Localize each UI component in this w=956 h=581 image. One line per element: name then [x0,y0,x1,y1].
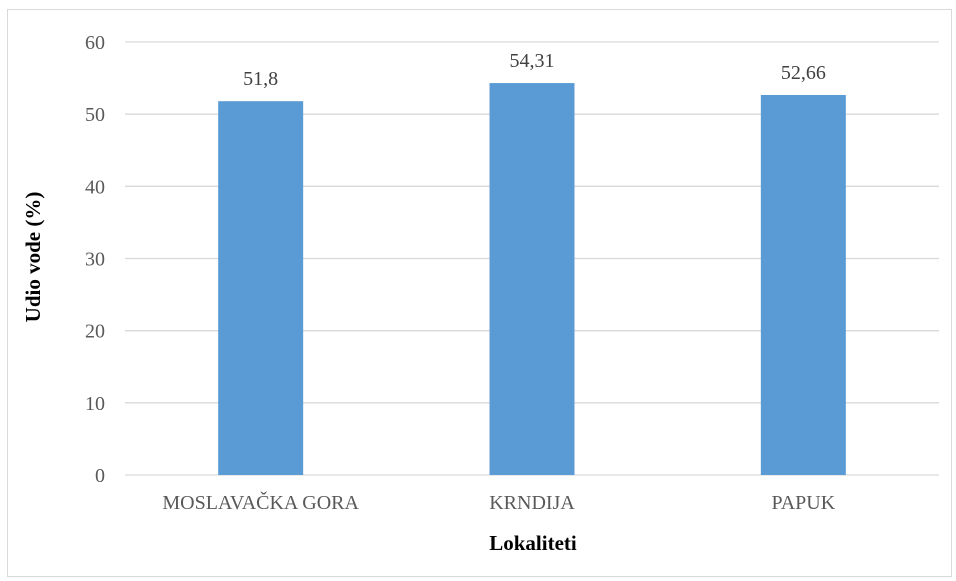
y-tick-label: 0 [95,465,105,487]
data-label: 54,31 [510,50,555,72]
y-tick-label: 60 [85,32,105,54]
x-tick-label: PAPUK [771,492,835,514]
bars [218,83,846,475]
y-tick-label: 20 [85,321,105,343]
data-label: 52,66 [781,62,826,84]
x-tick-label: KRNDIJA [489,492,575,514]
bar [760,94,846,475]
y-axis-ticks: 0 10 20 30 40 50 60 [85,32,105,487]
y-axis-title: Udio vode (%) [21,192,45,323]
x-tick-label: MOSLAVAČKA GORA [162,490,359,514]
x-axis-ticks: MOSLAVAČKA GORA KRNDIJA PAPUK [162,490,835,514]
bar [489,83,575,475]
y-tick-label: 30 [85,249,105,271]
y-tick-label: 10 [85,393,105,415]
x-axis-title: Lokaliteti [489,531,577,555]
bar [218,101,304,475]
data-labels: 51,8 54,31 52,66 [243,50,826,90]
y-tick-label: 50 [85,104,105,126]
data-label: 51,8 [243,68,278,90]
y-tick-label: 40 [85,176,105,198]
